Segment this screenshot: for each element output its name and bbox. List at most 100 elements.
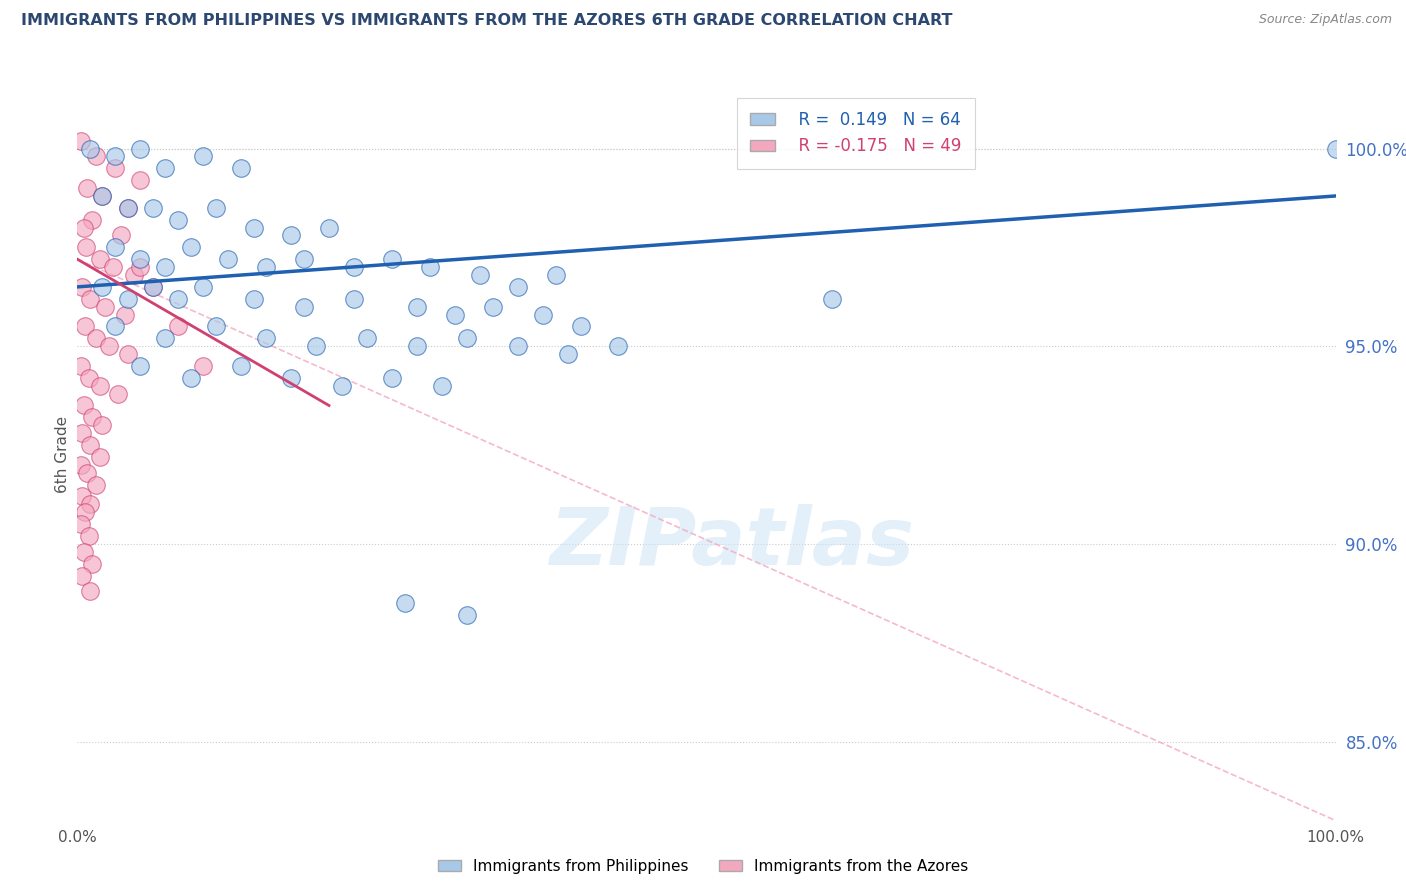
Point: [72, 399, 94, 413]
Point: [242, 220, 264, 235]
Point: [117, 347, 139, 361]
Point: [117, 292, 139, 306]
Point: [70, 134, 93, 148]
Point: [73, 505, 96, 519]
Point: [506, 280, 529, 294]
Point: [229, 161, 252, 176]
Point: [129, 252, 152, 267]
Point: [104, 149, 127, 163]
Point: [94, 300, 117, 314]
Point: [381, 252, 404, 267]
Point: [72, 280, 94, 294]
Point: [122, 268, 145, 282]
Point: [82, 410, 104, 425]
Point: [191, 149, 215, 163]
Point: [356, 331, 378, 345]
Point: [544, 268, 567, 282]
Y-axis label: 6th Grade: 6th Grade: [55, 417, 70, 493]
Point: [79, 497, 101, 511]
Point: [155, 331, 177, 345]
Point: [432, 378, 454, 392]
Point: [107, 386, 129, 401]
Point: [406, 339, 429, 353]
Point: [254, 260, 277, 274]
Point: [82, 557, 104, 571]
Point: [72, 220, 94, 235]
Point: [77, 529, 100, 543]
Point: [75, 240, 97, 254]
Legend: Immigrants from Philippines, Immigrants from the Azores: Immigrants from Philippines, Immigrants …: [432, 853, 974, 880]
Point: [97, 339, 120, 353]
Point: [79, 438, 101, 452]
Point: [72, 545, 94, 559]
Point: [142, 201, 165, 215]
Point: [204, 201, 226, 215]
Point: [191, 359, 215, 373]
Point: [343, 260, 366, 274]
Point: [280, 228, 302, 243]
Point: [607, 339, 630, 353]
Legend:   R =  0.149   N = 64,   R = -0.175   N = 49: R = 0.149 N = 64, R = -0.175 N = 49: [737, 97, 974, 169]
Point: [129, 173, 152, 187]
Text: IMMIGRANTS FROM PHILIPPINES VS IMMIGRANTS FROM THE AZORES 6TH GRADE CORRELATION : IMMIGRANTS FROM PHILIPPINES VS IMMIGRANT…: [21, 13, 953, 29]
Point: [117, 201, 139, 215]
Text: Source: ZipAtlas.com: Source: ZipAtlas.com: [1258, 13, 1392, 27]
Point: [204, 319, 226, 334]
Point: [343, 292, 366, 306]
Point: [229, 359, 252, 373]
Point: [191, 280, 215, 294]
Point: [456, 608, 478, 623]
Point: [79, 584, 101, 599]
Point: [129, 260, 152, 274]
Point: [129, 359, 152, 373]
Point: [84, 477, 107, 491]
Point: [84, 331, 107, 345]
Point: [84, 149, 107, 163]
Point: [406, 300, 429, 314]
Point: [180, 371, 202, 385]
Point: [101, 260, 124, 274]
Point: [77, 371, 100, 385]
Point: [89, 450, 111, 464]
Point: [104, 161, 127, 176]
Point: [89, 378, 111, 392]
Point: [117, 201, 139, 215]
Point: [394, 596, 416, 610]
Point: [110, 228, 132, 243]
Point: [292, 252, 315, 267]
Point: [217, 252, 239, 267]
Point: [1324, 141, 1347, 155]
Point: [468, 268, 491, 282]
Point: [70, 359, 93, 373]
Text: ZIPatlas: ZIPatlas: [550, 504, 914, 582]
Point: [129, 141, 152, 155]
Point: [419, 260, 441, 274]
Point: [330, 378, 353, 392]
Point: [70, 517, 93, 532]
Point: [292, 300, 315, 314]
Point: [167, 319, 190, 334]
Point: [305, 339, 328, 353]
Point: [70, 458, 93, 472]
Point: [91, 189, 114, 203]
Point: [557, 347, 579, 361]
Point: [569, 319, 592, 334]
Point: [104, 319, 127, 334]
Point: [142, 280, 165, 294]
Point: [242, 292, 264, 306]
Point: [114, 308, 136, 322]
Point: [821, 292, 844, 306]
Point: [167, 212, 190, 227]
Point: [91, 280, 114, 294]
Point: [167, 292, 190, 306]
Point: [73, 319, 96, 334]
Point: [89, 252, 111, 267]
Point: [76, 466, 98, 480]
Point: [72, 426, 94, 441]
Point: [180, 240, 202, 254]
Point: [481, 300, 503, 314]
Point: [254, 331, 277, 345]
Point: [444, 308, 467, 322]
Point: [72, 490, 94, 504]
Point: [155, 161, 177, 176]
